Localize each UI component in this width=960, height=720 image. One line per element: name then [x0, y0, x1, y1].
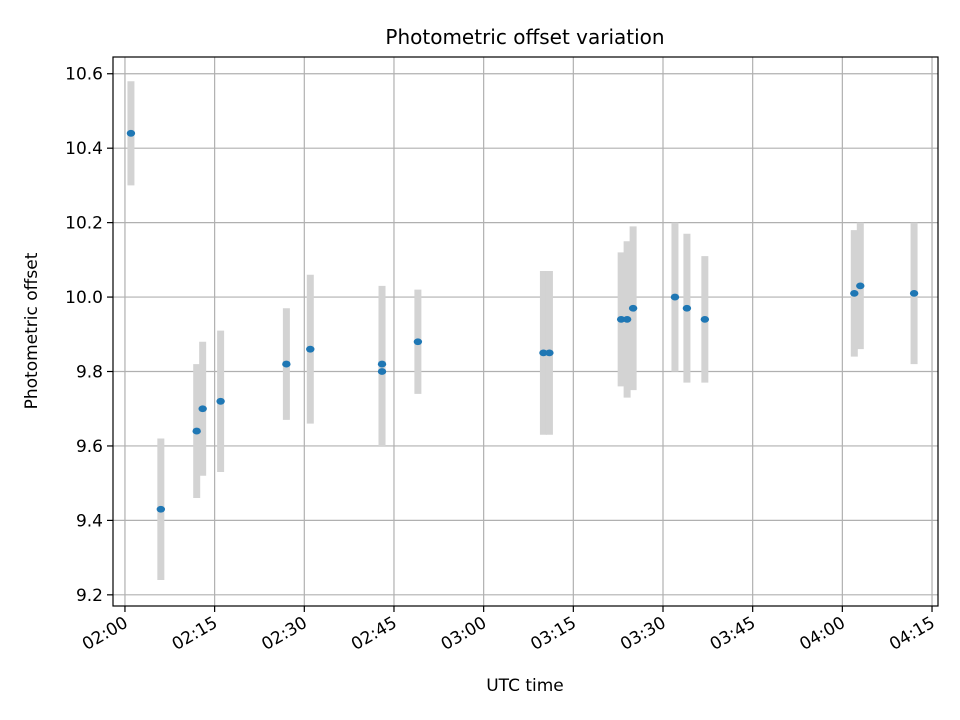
data-point: [539, 349, 548, 357]
y-axis-label: Photometric offset: [22, 252, 42, 409]
data-point: [850, 289, 859, 297]
y-tick-label: 9.8: [76, 363, 103, 383]
data-point: [306, 345, 315, 353]
data-point: [156, 505, 166, 513]
data-point: [413, 338, 423, 346]
data-point: [628, 304, 638, 312]
data-point: [700, 316, 710, 323]
data-point: [198, 405, 207, 413]
data-point: [216, 397, 225, 405]
data-point: [622, 316, 632, 323]
chart-title: Photometric offset variation: [385, 25, 664, 49]
data-point: [670, 293, 680, 301]
y-tick-label: 10.4: [65, 139, 103, 159]
y-tick-label: 9.4: [76, 511, 103, 531]
data-point: [682, 304, 692, 312]
data-point: [126, 129, 136, 137]
data-point: [282, 360, 291, 368]
plot-frame: [112, 56, 939, 607]
x-axis-label: UTC time: [486, 676, 564, 696]
data-point: [616, 316, 626, 323]
data-point: [909, 289, 919, 297]
y-tick-label: 9.6: [76, 437, 103, 457]
data-point: [545, 349, 554, 357]
y-tick-label: 9.2: [76, 586, 103, 606]
y-tick-label: 10.0: [65, 288, 103, 308]
data-points: [126, 129, 919, 513]
y-tick-label: 10.6: [65, 65, 103, 85]
y-tick-label: 10.2: [65, 214, 103, 234]
y-axis-ticks: 9.2 9.4 9.6 9.8 10.0 10.2 10.4 10.6: [65, 65, 113, 606]
grid-lines: [113, 57, 938, 606]
data-point: [377, 368, 387, 375]
data-point: [377, 360, 387, 368]
data-point: [192, 427, 201, 435]
data-point: [856, 282, 865, 290]
